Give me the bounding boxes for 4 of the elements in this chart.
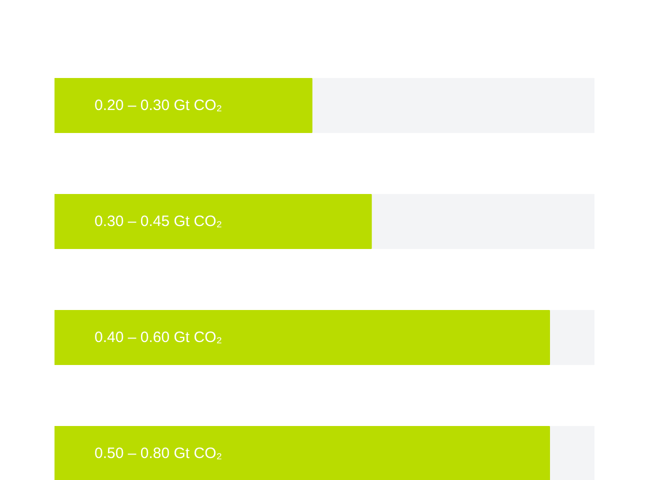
annotation: 0.40 – 0.60 Gt CO₂ bbox=[94, 329, 222, 346]
annotation: 0.50 – 0.80 Gt CO₂ bbox=[94, 445, 222, 462]
annotation: 0.20 – 0.30 Gt CO₂ bbox=[94, 97, 222, 114]
annotation: 0.30 – 0.45 Gt CO₂ bbox=[94, 213, 222, 230]
